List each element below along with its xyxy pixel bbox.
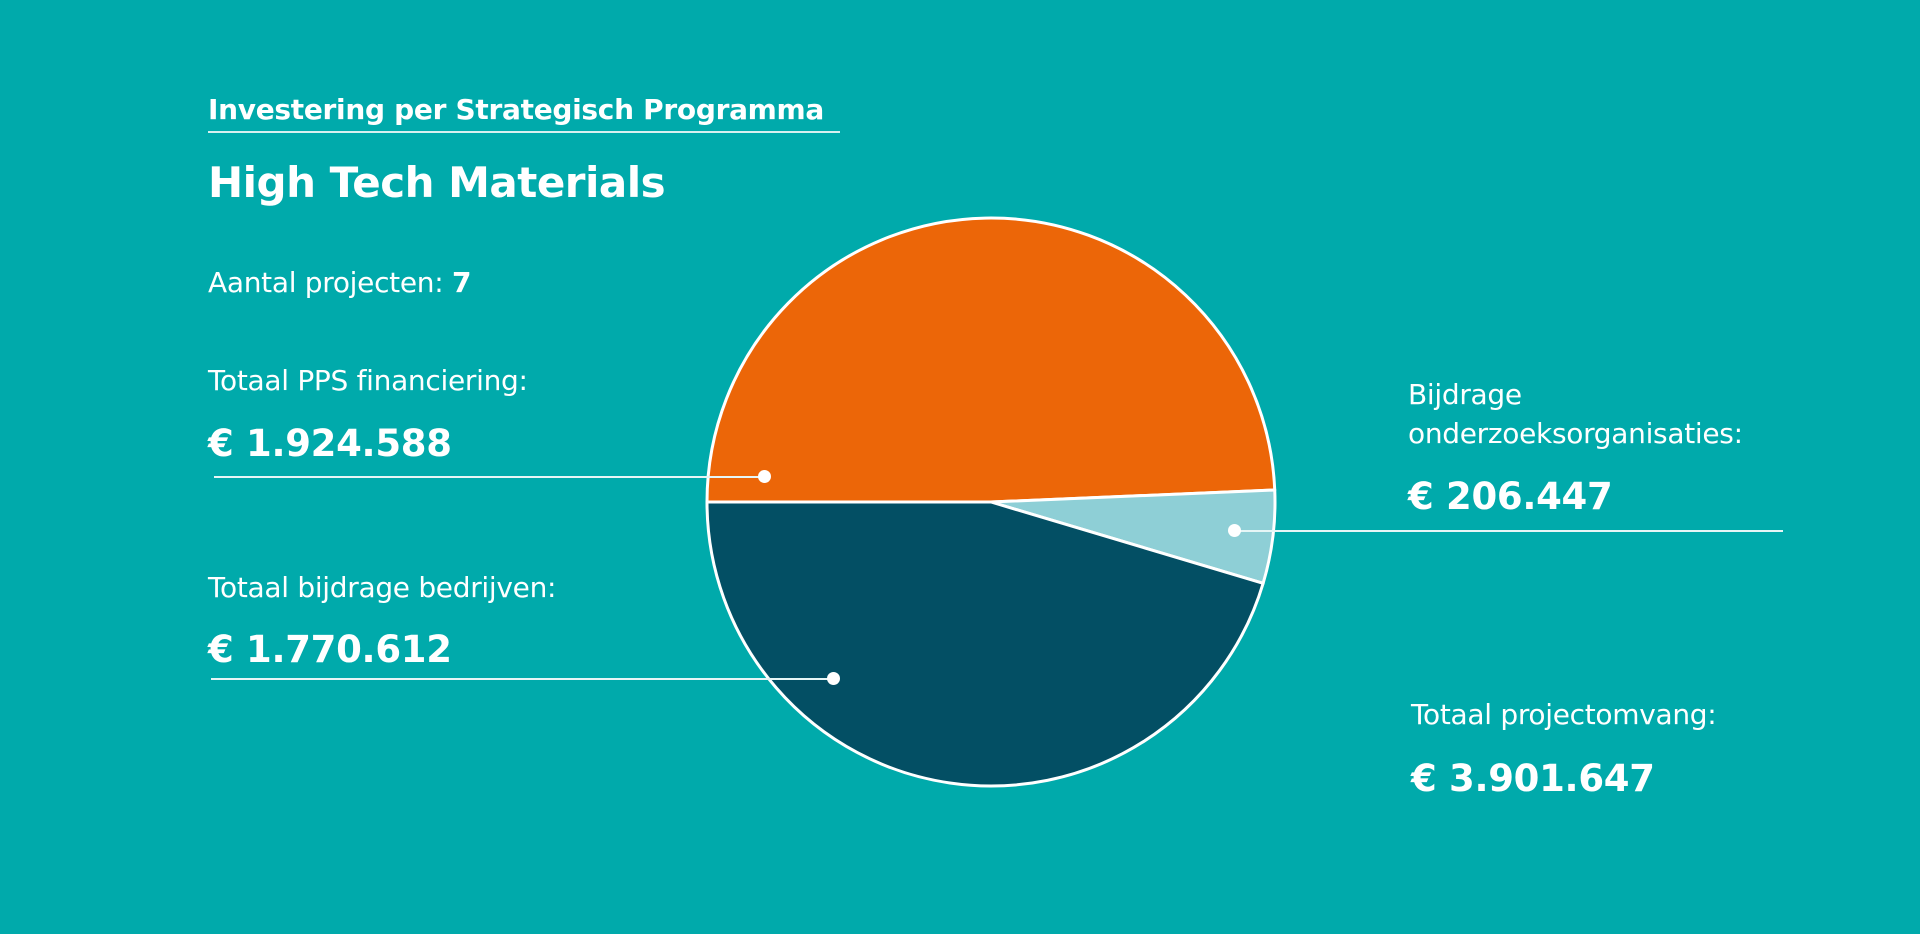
total-value: € 3.901.647 <box>1411 757 1655 800</box>
project-count-value: 7 <box>451 266 472 299</box>
pie-slice-pps <box>705 216 1277 504</box>
subtitle-underline <box>208 131 840 133</box>
pps-leader-dot <box>758 470 771 483</box>
onderzoek-label-line1: Bijdrage <box>1408 378 1522 411</box>
bedrijven-label: Totaal bijdrage bedrijven: <box>208 571 557 604</box>
onderzoek-leader-line <box>1234 530 1783 532</box>
total-label: Totaal projectomvang: <box>1411 698 1717 731</box>
bedrijven-value: € 1.770.612 <box>208 628 452 671</box>
pps-label: Totaal PPS financiering: <box>208 364 528 397</box>
bedrijven-leader-dot <box>827 672 840 685</box>
chart-title: High Tech Materials <box>208 158 666 207</box>
project-count-label: Aantal projecten: <box>208 266 444 299</box>
pie-slice-bedrijven <box>705 500 1265 788</box>
pps-value: € 1.924.588 <box>208 422 452 465</box>
project-count: Aantal projecten: 7 <box>208 269 471 297</box>
bedrijven-leader-line <box>211 678 833 680</box>
chart-subtitle: Investering per Strategisch Programma <box>208 93 825 126</box>
onderzoek-label-line2: onderzoeksorganisaties: <box>1408 417 1743 450</box>
pps-leader-line <box>214 476 764 478</box>
onderzoek-leader-dot <box>1228 524 1241 537</box>
onderzoek-value: € 206.447 <box>1408 475 1613 518</box>
